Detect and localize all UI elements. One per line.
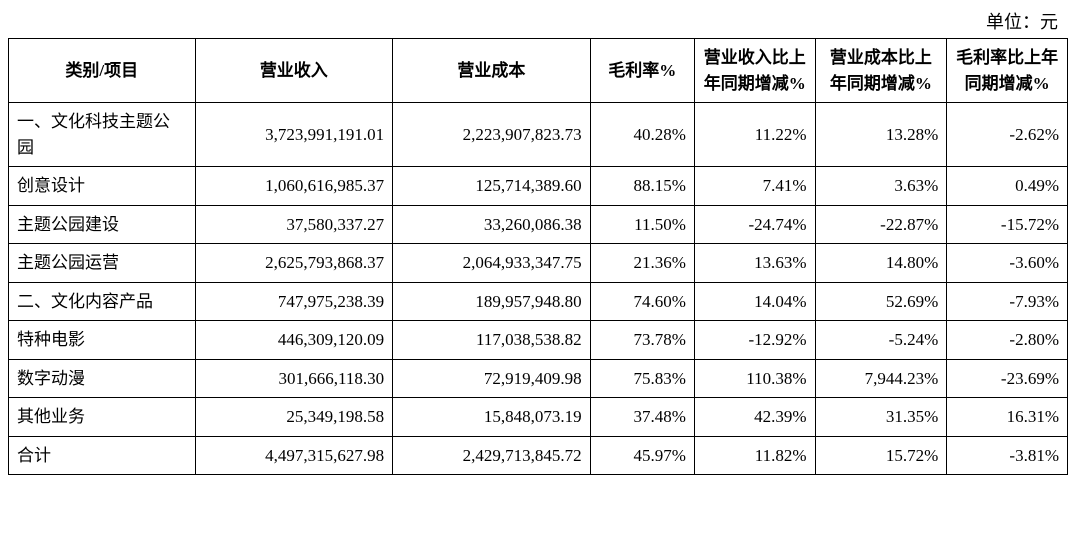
cell-value: -2.80% (947, 321, 1068, 360)
cell-value: 2,064,933,347.75 (393, 244, 591, 283)
cell-value: 13.63% (694, 244, 815, 283)
cell-value: 16.31% (947, 398, 1068, 437)
cell-value: 15.72% (815, 436, 947, 475)
row-label: 主题公园建设 (9, 205, 196, 244)
cell-value: 52.69% (815, 282, 947, 321)
row-label: 一、文化科技主题公园 (9, 103, 196, 167)
cell-value: -23.69% (947, 359, 1068, 398)
table-row: 其他业务25,349,198.5815,848,073.1937.48%42.3… (9, 398, 1068, 437)
table-row: 二、文化内容产品747,975,238.39189,957,948.8074.6… (9, 282, 1068, 321)
cell-value: 747,975,238.39 (195, 282, 393, 321)
cell-value: 37.48% (590, 398, 694, 437)
cell-value: -3.60% (947, 244, 1068, 283)
cell-value: 7,944.23% (815, 359, 947, 398)
cell-value: 45.97% (590, 436, 694, 475)
cell-value: 2,223,907,823.73 (393, 103, 591, 167)
cell-value: 40.28% (590, 103, 694, 167)
row-label: 其他业务 (9, 398, 196, 437)
cell-value: 0.49% (947, 167, 1068, 206)
row-label: 二、文化内容产品 (9, 282, 196, 321)
cell-value: -22.87% (815, 205, 947, 244)
cell-value: -2.62% (947, 103, 1068, 167)
cell-value: 446,309,120.09 (195, 321, 393, 360)
cell-value: 301,666,118.30 (195, 359, 393, 398)
cell-value: 72,919,409.98 (393, 359, 591, 398)
cell-value: -3.81% (947, 436, 1068, 475)
cell-value: 13.28% (815, 103, 947, 167)
cell-value: -15.72% (947, 205, 1068, 244)
cell-value: -5.24% (815, 321, 947, 360)
cell-value: 2,625,793,868.37 (195, 244, 393, 283)
cell-value: 75.83% (590, 359, 694, 398)
cell-value: 15,848,073.19 (393, 398, 591, 437)
cell-value: 117,038,538.82 (393, 321, 591, 360)
col-header-margin: 毛利率% (590, 39, 694, 103)
cell-value: 21.36% (590, 244, 694, 283)
unit-label: 单位：元 (8, 8, 1068, 34)
cell-value: 3.63% (815, 167, 947, 206)
table-row: 主题公园建设37,580,337.2733,260,086.3811.50%-2… (9, 205, 1068, 244)
cell-value: 42.39% (694, 398, 815, 437)
col-header-cost-change: 营业成本比上年同期增减% (815, 39, 947, 103)
col-header-cost: 营业成本 (393, 39, 591, 103)
cell-value: 74.60% (590, 282, 694, 321)
row-label: 创意设计 (9, 167, 196, 206)
col-header-margin-change: 毛利率比上年同期增减% (947, 39, 1068, 103)
cell-value: 31.35% (815, 398, 947, 437)
cell-value: 25,349,198.58 (195, 398, 393, 437)
cell-value: 3,723,991,191.01 (195, 103, 393, 167)
cell-value: 125,714,389.60 (393, 167, 591, 206)
col-header-revenue: 营业收入 (195, 39, 393, 103)
header-row: 类别/项目 营业收入 营业成本 毛利率% 营业收入比上年同期增减% 营业成本比上… (9, 39, 1068, 103)
table-row: 一、文化科技主题公园3,723,991,191.012,223,907,823.… (9, 103, 1068, 167)
row-label: 主题公园运营 (9, 244, 196, 283)
row-label: 数字动漫 (9, 359, 196, 398)
cell-value: 37,580,337.27 (195, 205, 393, 244)
cell-value: 110.38% (694, 359, 815, 398)
table-row: 创意设计1,060,616,985.37125,714,389.6088.15%… (9, 167, 1068, 206)
cell-value: -7.93% (947, 282, 1068, 321)
cell-value: 2,429,713,845.72 (393, 436, 591, 475)
col-header-revenue-change: 营业收入比上年同期增减% (694, 39, 815, 103)
cell-value: 33,260,086.38 (393, 205, 591, 244)
cell-value: -12.92% (694, 321, 815, 360)
cell-value: 11.50% (590, 205, 694, 244)
row-label: 合计 (9, 436, 196, 475)
cell-value: 14.80% (815, 244, 947, 283)
row-label: 特种电影 (9, 321, 196, 360)
cell-value: 11.82% (694, 436, 815, 475)
table-row: 数字动漫301,666,118.3072,919,409.9875.83%110… (9, 359, 1068, 398)
financial-table: 类别/项目 营业收入 营业成本 毛利率% 营业收入比上年同期增减% 营业成本比上… (8, 38, 1068, 475)
cell-value: -24.74% (694, 205, 815, 244)
cell-value: 11.22% (694, 103, 815, 167)
cell-value: 88.15% (590, 167, 694, 206)
table-row: 主题公园运营2,625,793,868.372,064,933,347.7521… (9, 244, 1068, 283)
table-row: 特种电影446,309,120.09117,038,538.8273.78%-1… (9, 321, 1068, 360)
table-row: 合计4,497,315,627.982,429,713,845.7245.97%… (9, 436, 1068, 475)
cell-value: 1,060,616,985.37 (195, 167, 393, 206)
cell-value: 73.78% (590, 321, 694, 360)
cell-value: 14.04% (694, 282, 815, 321)
col-header-category: 类别/项目 (9, 39, 196, 103)
cell-value: 189,957,948.80 (393, 282, 591, 321)
cell-value: 7.41% (694, 167, 815, 206)
cell-value: 4,497,315,627.98 (195, 436, 393, 475)
